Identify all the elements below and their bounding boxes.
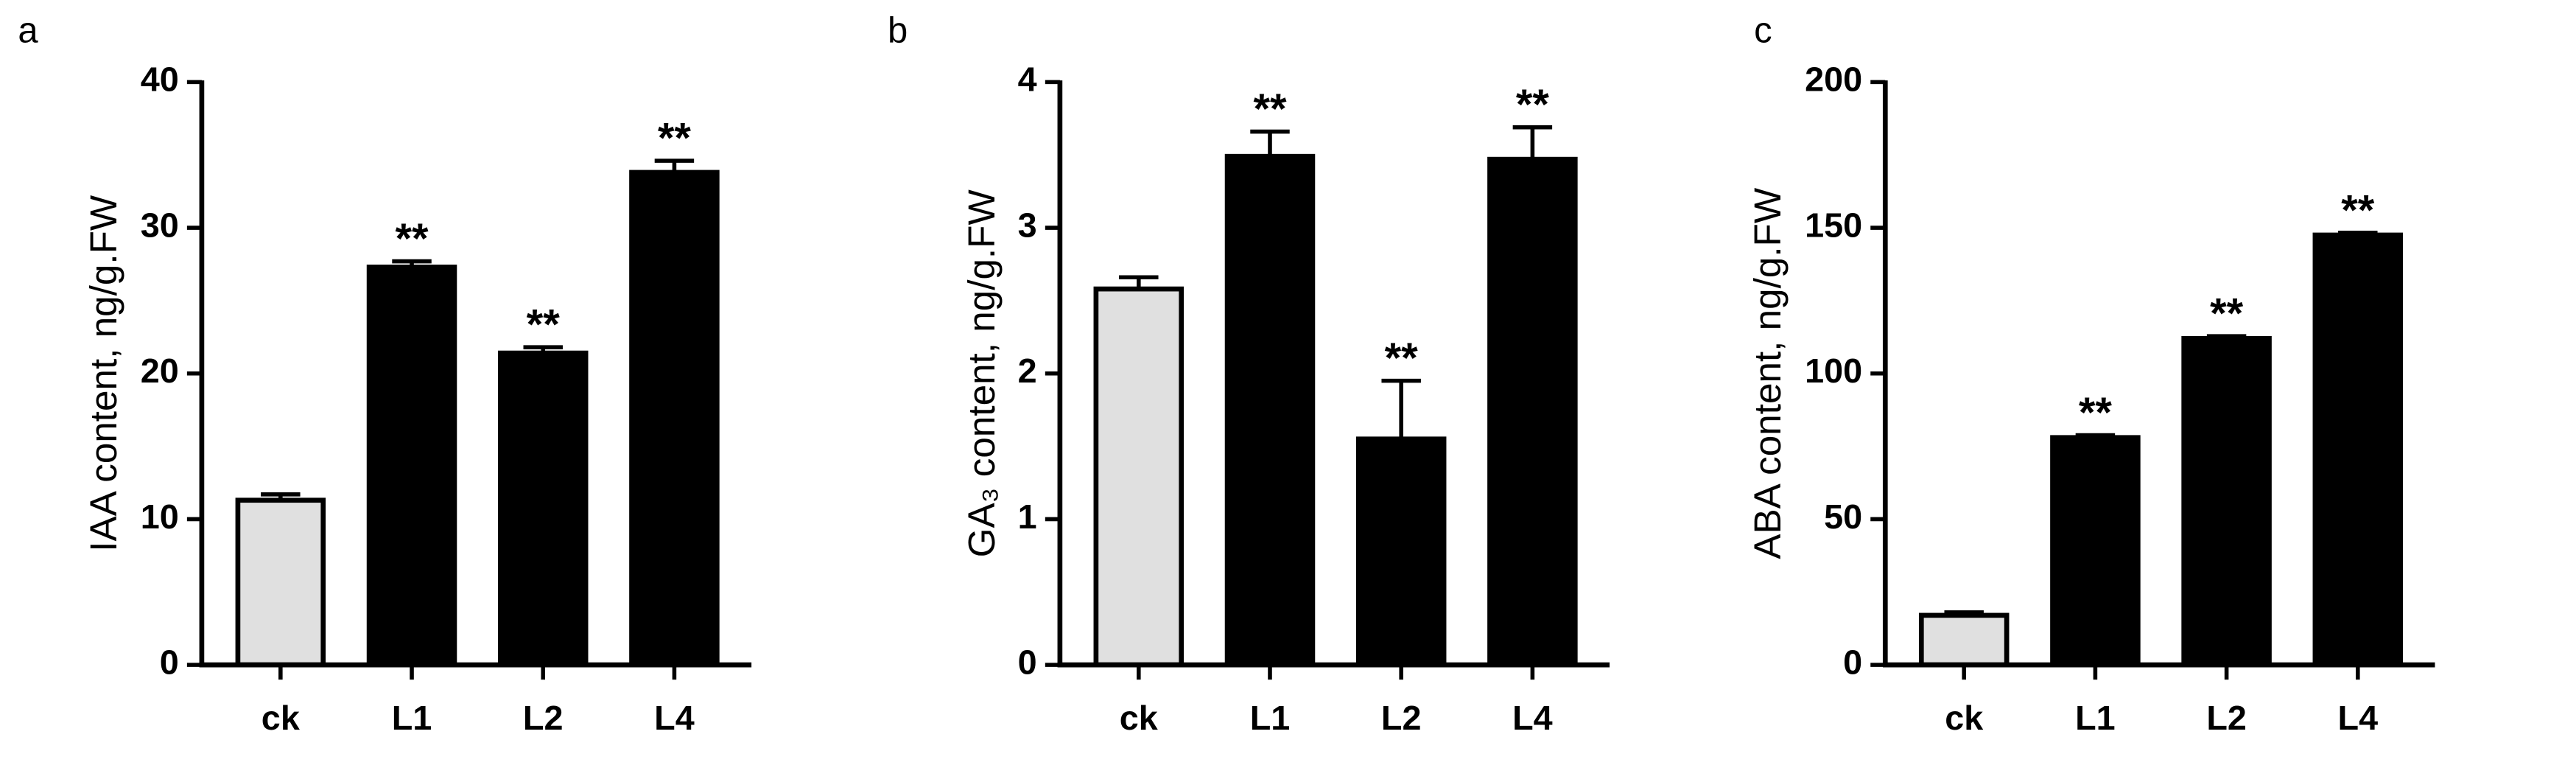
y-tick-label: 2 <box>1018 352 1037 390</box>
significance-label: ** <box>2079 389 2113 436</box>
x-tick-label: ck <box>262 699 301 737</box>
error-bar <box>392 259 432 268</box>
y-tick-label: 100 <box>1805 352 1862 390</box>
x-tick-label: L1 <box>1250 699 1291 737</box>
error-bar <box>1944 610 1984 615</box>
error-bar <box>261 492 301 500</box>
y-tick-label: 4 <box>1018 60 1037 99</box>
error-bar <box>1250 129 1290 157</box>
bar <box>366 265 457 668</box>
error-bar <box>2338 230 2378 235</box>
bar <box>1093 286 1185 668</box>
y-axis-title: GA₃ content, ng/g.FW <box>961 189 1003 558</box>
panel-label: c <box>1754 10 1772 50</box>
x-tick-label: ck <box>1945 699 1984 737</box>
y-tick-label: 0 <box>160 643 179 681</box>
y-tick-label: 0 <box>1018 643 1037 681</box>
y-tick-label: 50 <box>1824 497 1862 536</box>
error-bar <box>523 345 563 354</box>
significance-label: ** <box>2341 186 2375 234</box>
significance-label: ** <box>1516 81 1550 128</box>
x-tick-label: L4 <box>2338 699 2379 737</box>
error-bar <box>1381 378 1421 439</box>
significance-label: ** <box>395 215 429 262</box>
x-tick-label: L2 <box>1381 699 1422 737</box>
bar <box>1918 612 2010 668</box>
significance-label: ** <box>2210 290 2244 338</box>
y-tick-label: 40 <box>141 60 179 99</box>
bar <box>1355 436 1447 668</box>
y-tick-label: 0 <box>1843 643 1862 681</box>
y-tick-label: 20 <box>141 352 179 390</box>
bar <box>629 170 720 668</box>
y-tick-label: 10 <box>141 497 179 536</box>
bar <box>2050 435 2141 668</box>
error-bar <box>1512 125 1553 160</box>
panel-label: a <box>18 10 38 50</box>
bar <box>497 350 589 668</box>
y-tick-label: 30 <box>141 206 179 244</box>
bar <box>235 497 326 668</box>
y-tick-label: 3 <box>1018 206 1037 244</box>
y-tick-label: 150 <box>1805 206 1862 244</box>
bar <box>2181 335 2272 668</box>
x-tick-label: L4 <box>654 699 695 737</box>
significance-label: ** <box>1385 335 1419 382</box>
panel-label: b <box>888 10 908 50</box>
error-bar <box>2206 334 2247 339</box>
y-tick-label: 200 <box>1805 60 1862 99</box>
significance-label: ** <box>527 301 561 349</box>
x-tick-label: L1 <box>2075 699 2116 737</box>
error-bar <box>654 158 695 172</box>
significance-label: ** <box>1253 85 1287 133</box>
significance-label: ** <box>658 115 692 162</box>
x-tick-label: L1 <box>392 699 432 737</box>
error-bar <box>1119 275 1159 290</box>
x-tick-label: ck <box>1120 699 1159 737</box>
y-axis-title: ABA content, ng/g.FW <box>1747 187 1789 559</box>
bar <box>1487 156 1578 668</box>
x-tick-label: L2 <box>523 699 564 737</box>
x-tick-label: L2 <box>2206 699 2247 737</box>
bar <box>2312 232 2404 668</box>
y-axis-title: IAA content, ng/g.FW <box>83 195 124 552</box>
y-tick-label: 1 <box>1018 497 1037 536</box>
x-tick-label: L4 <box>1512 699 1553 737</box>
error-bar <box>2075 433 2116 438</box>
bar <box>1224 153 1316 668</box>
